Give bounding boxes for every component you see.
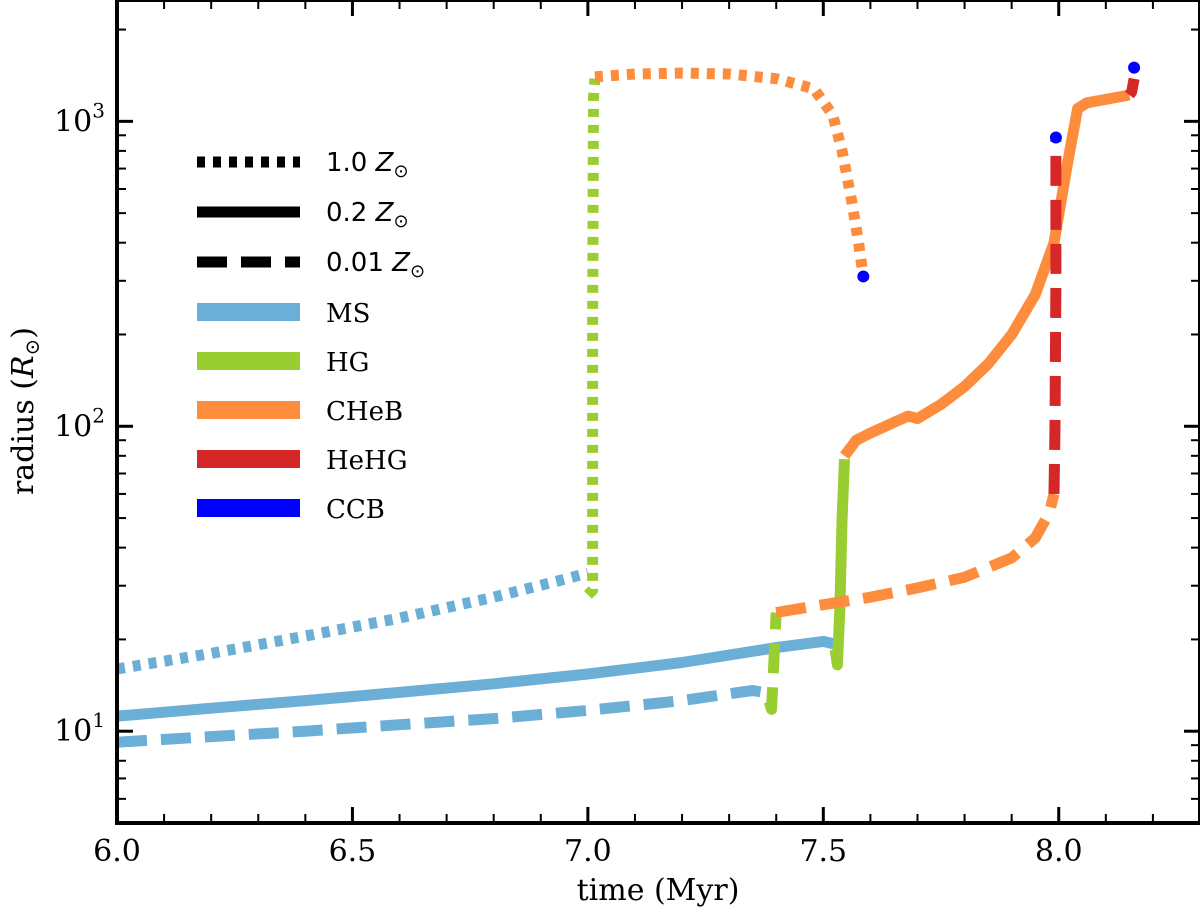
legend-label: 0.01 Z⊙	[326, 248, 425, 282]
legend-label-ccb: CCB	[326, 495, 385, 525]
legend-label: 0.2 Z⊙	[326, 198, 409, 232]
series-0_01-ms	[117, 685, 771, 748]
ccb-marker	[857, 270, 870, 283]
y-tick-label: 103	[54, 98, 105, 139]
legend: 1.0 Z⊙ 0.2 Z⊙ 0.01 Z⊙ MS HG CHeB HeHG CCB	[197, 148, 425, 525]
x-tick-label: 7.5	[799, 834, 847, 869]
x-tick-label: 6.5	[329, 834, 377, 869]
legend-label-hehg: HeHG	[326, 446, 408, 476]
x-tick-label: 8.0	[1035, 834, 1083, 869]
legend-label-cheb: CHeB	[326, 397, 403, 427]
y-tick-label: 101	[54, 708, 105, 749]
series-0_01-hehg	[1048, 138, 1062, 494]
x-tick-label: 6.0	[93, 834, 141, 869]
series-0_2-cheb	[840, 89, 1131, 460]
series-0_01-cheb	[775, 492, 1060, 618]
series-1_0-hg	[584, 78, 601, 599]
ccb-marker	[1128, 61, 1141, 74]
plot-frame	[115, 0, 1200, 825]
series-1_0-cheb	[594, 67, 869, 278]
legend-label-hg: HG	[326, 348, 369, 378]
ccb-marker	[1049, 131, 1062, 144]
x-tick-label: 7.0	[564, 834, 612, 869]
y-axis-label: radius (R⊙)	[6, 327, 44, 495]
y-tick-label: 102	[54, 403, 105, 444]
series-0_2-ms	[117, 635, 837, 722]
marker-layer	[857, 61, 1141, 283]
series-layer	[117, 67, 1140, 748]
legend-label-ms: MS	[326, 299, 370, 329]
x-axis-label: time (Myr)	[577, 873, 740, 908]
series-0_01-hg	[763, 612, 782, 715]
series-0_2-hehg	[1124, 77, 1140, 99]
legend-label: 1.0 Z⊙	[326, 148, 409, 182]
series-0_2-hg	[829, 458, 850, 671]
